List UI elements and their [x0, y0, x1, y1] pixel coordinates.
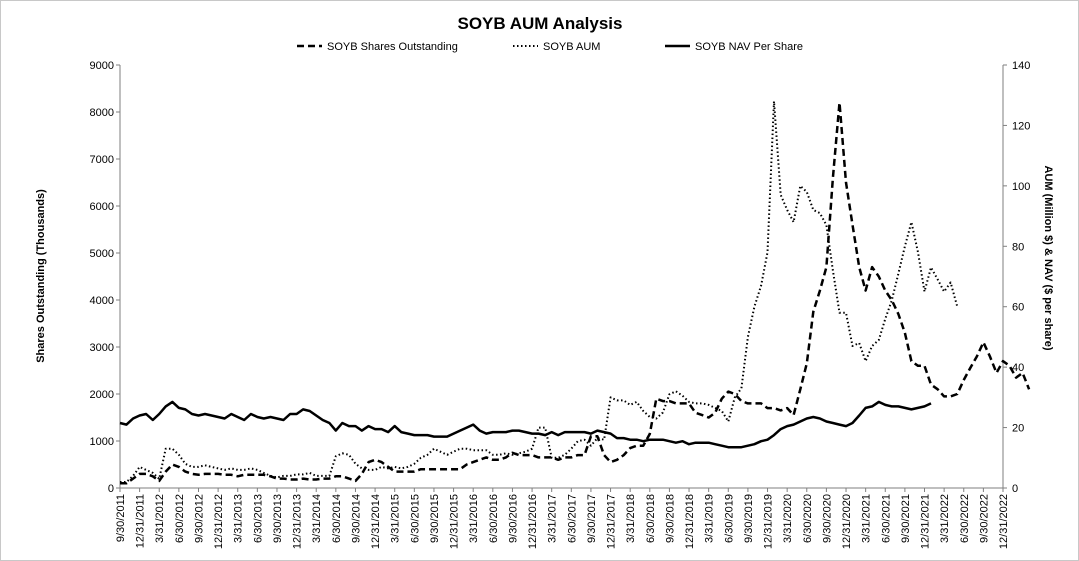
x-tick-label: 9/30/2018	[664, 494, 676, 543]
x-tick-label: 3/31/2016	[468, 494, 480, 543]
right-tick-label: 60	[1012, 302, 1024, 314]
left-tick-label: 6000	[90, 201, 114, 213]
x-tick-label: 6/30/2017	[566, 494, 578, 543]
x-tick-label: 6/30/2015	[409, 494, 421, 543]
x-tick-label: 12/31/2012	[213, 494, 225, 549]
left-tick-label: 8000	[90, 107, 114, 119]
right-axis-title: AUM (Million $) & NAV ($ per share)	[1042, 166, 1054, 351]
x-tick-label: 3/31/2015	[390, 494, 402, 543]
x-tick-label: 12/31/2013	[292, 494, 304, 549]
series-line-shares-outstanding	[120, 101, 1031, 485]
x-tick-label: 3/31/2014	[311, 494, 323, 543]
x-tick-label: 6/30/2016	[488, 494, 500, 543]
x-tick-label: 3/31/2019	[704, 494, 716, 543]
left-tick-label: 3000	[90, 342, 114, 354]
x-tick-label: 6/30/2020	[802, 494, 814, 543]
x-tick-label: 6/30/2018	[645, 494, 657, 543]
left-tick-label: 1000	[90, 436, 114, 448]
x-tick-label: 12/31/2016	[527, 494, 539, 549]
right-tick-label: 0	[1012, 483, 1018, 495]
series-line-nav-per-share	[119, 400, 932, 449]
x-tick-label: 6/30/2014	[331, 494, 343, 543]
left-tick-label: 4000	[90, 295, 114, 307]
series-lines	[119, 100, 1031, 485]
x-tick-label: 12/31/2018	[684, 494, 696, 549]
right-axis-ticks: 0 20 40 60 80 100 120 140	[1003, 60, 1030, 495]
legend: SOYB Shares Outstanding SOYB AUM SOYB NA…	[297, 41, 803, 53]
series-line-aum	[120, 100, 959, 483]
x-tick-label: 6/30/2012	[174, 494, 186, 543]
x-tick-label: 3/31/2020	[782, 494, 794, 543]
x-tick-label: 9/30/2019	[743, 494, 755, 543]
x-tick-label: 6/30/2022	[959, 494, 971, 543]
x-tick-label: 9/30/2014	[350, 494, 362, 543]
x-tick-label: 9/30/2022	[978, 494, 990, 543]
x-tick-label: 12/31/2022	[998, 494, 1010, 549]
x-tick-label: 12/31/2019	[763, 494, 775, 549]
x-tick-label: 3/31/2013	[233, 494, 245, 543]
right-tick-label: 140	[1012, 60, 1030, 72]
x-axis-ticks: 9/30/2011 12/31/2011 3/31/2012 6/30/2012 9/3…	[115, 488, 1010, 549]
x-tick-label: 12/31/2017	[606, 494, 618, 549]
x-tick-label: 3/31/2012	[154, 494, 166, 543]
x-tick-label: 9/30/2013	[272, 494, 284, 543]
x-tick-label: 12/31/2014	[370, 494, 382, 549]
x-tick-label: 3/31/2022	[939, 494, 951, 543]
x-tick-label: 6/30/2021	[880, 494, 892, 543]
x-tick-label: 6/30/2019	[723, 494, 735, 543]
legend-label-nav: SOYB NAV Per Share	[695, 41, 803, 53]
x-tick-label: 12/31/2021	[920, 494, 932, 549]
legend-label-shares: SOYB Shares Outstanding	[327, 41, 458, 53]
x-tick-label: 9/30/2020	[821, 494, 833, 543]
x-tick-label: 3/31/2021	[861, 494, 873, 543]
x-tick-label: 9/30/2015	[429, 494, 441, 543]
x-tick-label: 12/31/2020	[841, 494, 853, 549]
x-tick-label: 9/30/2011	[115, 494, 127, 542]
left-axis-title: Shares Outstanding (Thousands)	[35, 189, 47, 363]
left-tick-label: 0	[108, 483, 114, 495]
x-tick-label: 9/30/2016	[507, 494, 519, 543]
axes	[119, 65, 1004, 489]
right-tick-label: 120	[1012, 120, 1030, 132]
left-tick-label: 5000	[90, 248, 114, 260]
x-tick-label: 3/31/2018	[625, 494, 637, 543]
right-tick-label: 80	[1012, 241, 1024, 253]
x-tick-label: 12/31/2015	[449, 494, 461, 549]
x-tick-label: 6/30/2013	[252, 494, 264, 543]
right-tick-label: 20	[1012, 423, 1024, 435]
x-tick-label: 9/30/2017	[586, 494, 598, 543]
left-axis-ticks: 0 1000 2000 3000 4000 5000 6000 7000 8000 9000	[90, 60, 120, 495]
left-tick-label: 9000	[90, 60, 114, 72]
left-tick-label: 2000	[90, 389, 114, 401]
right-tick-label: 100	[1012, 181, 1030, 193]
x-tick-label: 3/31/2017	[547, 494, 559, 543]
chart-title: SOYB AUM Analysis	[457, 14, 622, 33]
x-tick-label: 9/30/2012	[193, 494, 205, 543]
legend-label-aum: SOYB AUM	[543, 41, 600, 53]
right-tick-label: 40	[1012, 362, 1024, 374]
x-tick-label: 12/31/2011	[135, 494, 147, 548]
left-tick-label: 7000	[90, 154, 114, 166]
x-tick-label: 9/30/2021	[900, 494, 912, 543]
